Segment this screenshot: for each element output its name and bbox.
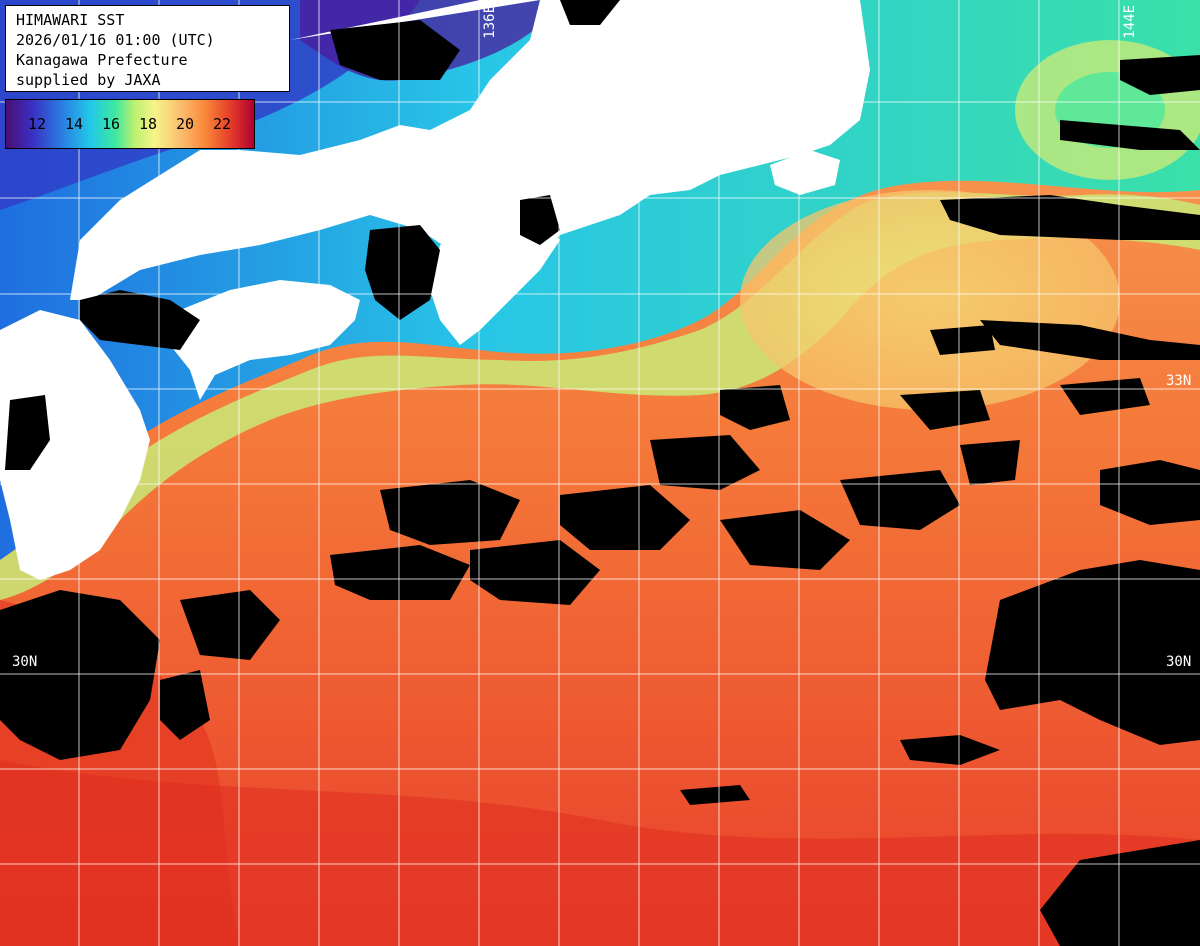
cloud-mid-8 [960, 440, 1020, 485]
legend-tick: 16 [102, 115, 121, 133]
cloud-s-1 [900, 735, 1000, 765]
cloud-east-band-2 [1060, 120, 1200, 150]
cloud-mid-9 [720, 385, 790, 430]
cloud-east-band-3 [1120, 55, 1200, 95]
legend-tick: 12 [28, 115, 47, 133]
hot-water-south [0, 760, 1200, 946]
lon-label-136e: 136E [482, 5, 498, 39]
region-line: Kanagawa Prefecture [16, 51, 188, 69]
legend-tick: 22 [213, 115, 232, 133]
land-kyushu [0, 310, 150, 580]
cloud-east-band-1 [940, 195, 1200, 240]
cloud-mid-4 [560, 485, 690, 550]
credit-line: supplied by JAXA [16, 71, 161, 89]
cloud-east-mid [1100, 460, 1200, 525]
lat-label-30n-left: 30N [12, 654, 38, 670]
lon-label-144e: 144E [1122, 5, 1138, 39]
cloud-top [560, 0, 620, 25]
lat-label-30n-right: 30N [1166, 654, 1192, 670]
cloud-ise [520, 195, 560, 245]
legend-tick: 20 [176, 115, 195, 133]
cold-water-north [0, 0, 1200, 560]
cloud-nw [330, 20, 460, 80]
cloud-mid-3 [470, 540, 600, 605]
land-boso [770, 150, 840, 195]
cloud-mid-10 [900, 390, 990, 430]
lat-label-33n-left: 33N [12, 373, 38, 389]
temperature-legend: 12 14 16 18 20 22 [5, 99, 255, 149]
legend-tick: 14 [65, 115, 84, 133]
cloud-east-band-4 [980, 320, 1200, 360]
cloud-kyushu-bay [5, 395, 50, 470]
cloud-sw-2 [180, 590, 280, 660]
cloud-sw-3 [160, 670, 210, 740]
cloud-osaka-bay [365, 225, 440, 320]
warm-swirl [740, 190, 1120, 410]
cloud-mid-5 [650, 435, 760, 490]
cloud-mid-11 [1060, 378, 1150, 415]
land-honshu [70, 0, 870, 300]
timestamp-line: 2026/01/16 01:00 (UTC) [16, 31, 215, 49]
lat-label-33n-right: 33N [1166, 373, 1192, 389]
cloud-mid-2 [330, 545, 470, 600]
legend-tick: 18 [139, 115, 158, 133]
title-line: HIMAWARI SST [16, 11, 125, 29]
cloud-mid-6 [720, 510, 850, 570]
cloud-mid-1 [380, 480, 520, 545]
cloud-sw [0, 590, 160, 760]
legend-tick-labels: 12 14 16 18 20 22 [28, 115, 250, 133]
info-box: HIMAWARI SST 2026/01/16 01:00 (UTC) Kana… [5, 5, 290, 92]
cloud-s-2 [680, 785, 750, 805]
cloud-mid-12 [930, 325, 995, 355]
land-islet-izu [830, 86, 850, 104]
land-kii [430, 210, 560, 345]
cloud-inland-sea [80, 290, 200, 350]
cloud-mid-7 [840, 470, 960, 530]
cloud-se-2 [1040, 840, 1200, 946]
land-shikoku [170, 280, 360, 400]
